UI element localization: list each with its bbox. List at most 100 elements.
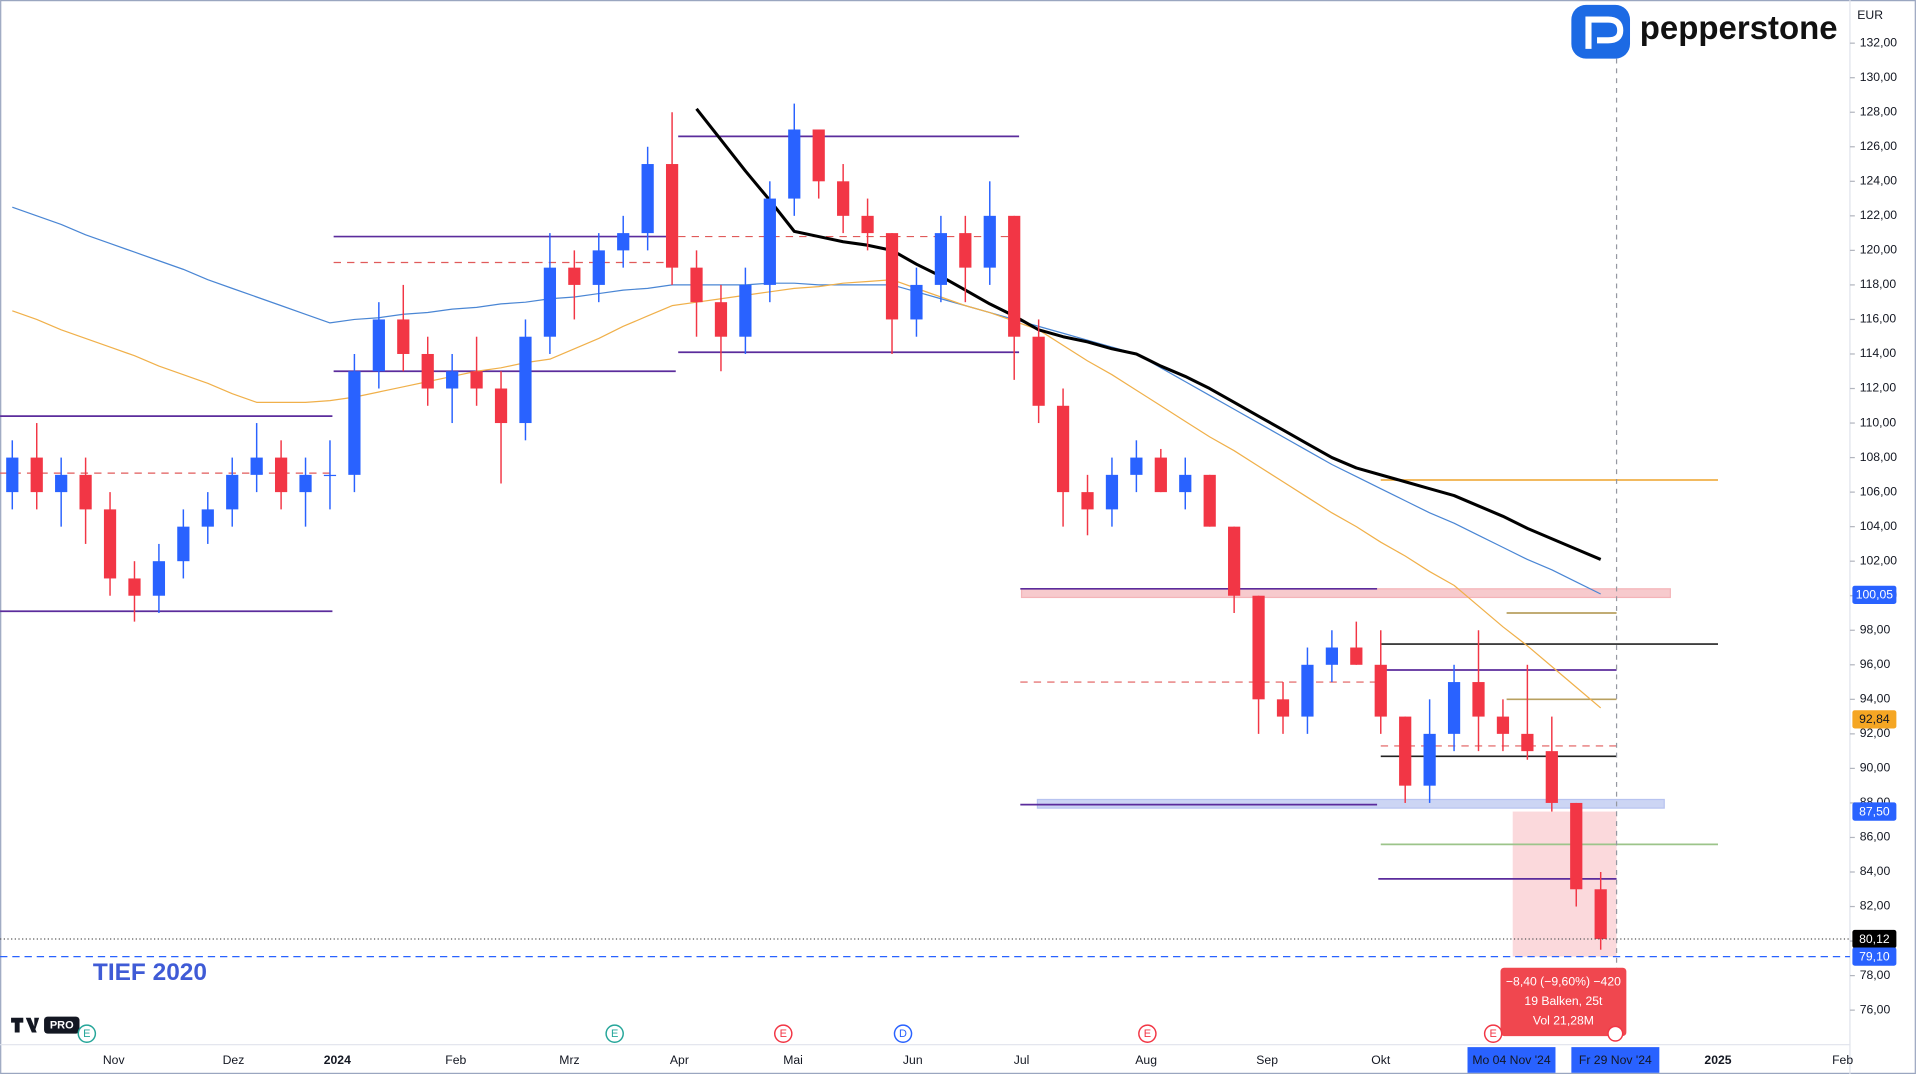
event-marker — [1138, 1024, 1157, 1043]
y-tick-label: 96,00 — [1860, 657, 1891, 671]
candle-body — [201, 509, 214, 527]
candle-body — [910, 284, 923, 320]
candle-body — [690, 267, 703, 303]
candle-body — [1570, 802, 1583, 890]
event-label: E — [1144, 1028, 1151, 1040]
candle-body — [128, 578, 141, 596]
candle-body — [983, 215, 996, 268]
candle-body — [1056, 405, 1070, 493]
x-tick-label: Mai — [783, 1053, 803, 1067]
candle-body — [763, 198, 776, 285]
price-label-bg — [1852, 929, 1897, 949]
price-label: 79,10 — [1859, 949, 1890, 963]
y-tick-label: 122,00 — [1860, 208, 1898, 222]
x-tick-label: 2024 — [324, 1053, 351, 1067]
x-tick-label: Nov — [103, 1053, 126, 1067]
y-tick-label: 108,00 — [1860, 450, 1898, 464]
candle-body — [226, 474, 239, 510]
x-tick-label: Mrz — [559, 1053, 579, 1067]
candle-body — [568, 267, 581, 285]
zone — [1020, 588, 1671, 599]
zone — [1036, 798, 1665, 809]
candle-body — [470, 371, 483, 389]
candle-body — [812, 129, 825, 182]
x-tick-label: Aug — [1135, 1053, 1157, 1067]
candle-body — [1301, 664, 1314, 717]
price-label: 80,12 — [1859, 932, 1890, 946]
candle-body — [299, 474, 312, 493]
candle-body — [592, 250, 605, 285]
price-label-bg — [1852, 947, 1897, 966]
y-tick-label: 110,00 — [1860, 415, 1897, 429]
y-tick-label: 114,00 — [1860, 346, 1897, 360]
y-tick-label: 82,00 — [1860, 899, 1891, 913]
x-tick-label: 2025 — [1704, 1053, 1731, 1067]
event-label: E — [611, 1028, 618, 1040]
x-tick-label: Jun — [903, 1053, 923, 1067]
candle-body — [1594, 889, 1607, 939]
candle-body — [1496, 716, 1510, 734]
candle-body — [788, 129, 801, 199]
candle-body — [1399, 716, 1412, 786]
ma-line — [12, 279, 1602, 709]
candle-body — [1447, 682, 1461, 734]
candle-body — [934, 233, 948, 285]
candle-body — [1228, 526, 1241, 596]
candle-body — [250, 457, 263, 475]
candle-body — [1472, 682, 1485, 717]
candle-body — [421, 353, 434, 389]
measure-text: 19 Balken, 25t — [1524, 994, 1603, 1008]
x-tick-label: Dez — [223, 1053, 245, 1067]
x-tick-label: Feb — [1832, 1053, 1853, 1067]
candle-body — [1374, 664, 1387, 717]
y-tick-label: 130,00 — [1860, 70, 1898, 84]
y-tick-label: 94,00 — [1860, 692, 1891, 706]
y-tick-label: 98,00 — [1860, 622, 1891, 636]
candle-body — [55, 474, 68, 493]
x-tick-label: Sep — [1256, 1053, 1278, 1067]
y-tick-label: 120,00 — [1860, 243, 1898, 257]
candle-body — [739, 284, 752, 337]
tv-badge: PRO — [11, 1016, 80, 1034]
currency: EUR — [1857, 8, 1883, 22]
measure-text: −8,40 (−9,60%) −420 — [1506, 975, 1621, 989]
event-label: E — [83, 1028, 90, 1040]
event-marker — [893, 1024, 913, 1043]
y-tick-label: 128,00 — [1860, 104, 1898, 118]
badge-text: PRO — [50, 1020, 74, 1032]
y-tick-label: 112,00 — [1860, 381, 1897, 395]
event-marker — [77, 1024, 97, 1043]
candle-body — [1276, 699, 1290, 717]
y-tick-label: 132,00 — [1860, 35, 1898, 49]
y-tick-label: 84,00 — [1860, 864, 1891, 878]
candle-body — [152, 561, 166, 596]
y-tick-label: 86,00 — [1860, 830, 1891, 844]
y-tick-label: 104,00 — [1860, 519, 1898, 533]
candle-body — [837, 181, 850, 216]
candle-body — [79, 474, 92, 510]
candle-body — [519, 336, 532, 424]
candle-body — [1008, 215, 1021, 337]
candle-body — [959, 233, 972, 268]
y-tick-label: 78,00 — [1860, 968, 1891, 982]
candle-body — [494, 388, 508, 424]
candle-body — [1325, 647, 1338, 665]
candle-body — [397, 319, 410, 354]
candle-body — [1105, 474, 1119, 510]
candle-body — [177, 526, 190, 562]
x-tick-label: Mo 04 Nov '24 — [1472, 1053, 1551, 1067]
candle-body — [274, 457, 288, 493]
x-tick-label: Feb — [445, 1053, 466, 1067]
price-label: 87,50 — [1859, 804, 1890, 818]
candle-body — [1252, 595, 1265, 700]
candle-body — [1130, 457, 1143, 475]
candle-body — [1203, 474, 1216, 527]
ma-line — [695, 107, 1602, 561]
candle-body — [1154, 457, 1167, 493]
price-label-bg — [1852, 585, 1897, 605]
candle-body — [1032, 336, 1045, 406]
candle-body — [617, 233, 630, 251]
x-label-bg — [1571, 1047, 1660, 1073]
